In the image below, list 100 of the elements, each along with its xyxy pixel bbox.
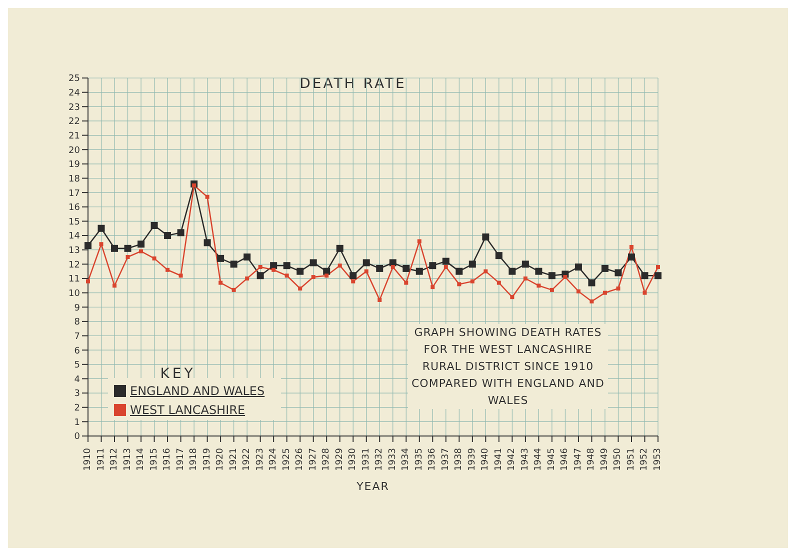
y-tick-label: 21 (68, 131, 80, 142)
x-tick-label: 1924 (268, 448, 279, 471)
point (324, 274, 329, 278)
point (628, 254, 635, 260)
point (378, 298, 382, 302)
y-tick-label: 9 (74, 303, 80, 314)
x-tick-label: 1915 (149, 448, 160, 471)
x-tick-label: 1940 (480, 448, 491, 471)
x-tick-label: 1950 (613, 448, 624, 471)
y-tick-label: 24 (68, 88, 80, 99)
x-tick-label: 1923 (255, 448, 266, 471)
point (563, 275, 568, 280)
point (588, 279, 596, 286)
point (574, 264, 582, 271)
x-tick-label: 1948 (586, 448, 597, 471)
x-tick-label: 1942 (507, 448, 518, 471)
point (364, 269, 368, 274)
point (416, 268, 423, 275)
point (390, 265, 395, 270)
y-tick-label: 5 (74, 360, 80, 371)
point (468, 260, 476, 268)
point (258, 265, 262, 270)
point (150, 222, 158, 229)
point (508, 268, 516, 275)
x-tick-label: 1922 (242, 448, 252, 471)
point (404, 280, 408, 285)
chart-title: DEATH RATE (300, 76, 406, 92)
point (470, 279, 474, 284)
legend-title: KEY (160, 366, 196, 382)
point (536, 284, 541, 288)
point (283, 262, 290, 270)
x-tick-label: 1925 (282, 448, 292, 471)
x-tick-label: 1918 (189, 448, 200, 471)
y-tick-label: 14 (68, 232, 80, 242)
point (298, 286, 302, 291)
point (166, 268, 170, 272)
x-tick-label: 1946 (560, 448, 570, 471)
point (98, 224, 105, 232)
x-tick-label: 1910 (83, 448, 93, 471)
point (601, 264, 608, 272)
y-tick-label: 25 (68, 74, 80, 84)
y-tick-label: 3 (74, 389, 80, 400)
point (270, 262, 278, 270)
y-tick-label: 8 (74, 318, 80, 328)
x-tick-label: 1939 (467, 448, 478, 471)
x-tick-label: 1926 (295, 448, 306, 471)
x-axis-title: YEAR (356, 480, 390, 493)
point (124, 244, 132, 252)
point (576, 289, 580, 294)
x-tick-label: 1934 (401, 448, 412, 471)
x-tick-label: 1920 (216, 448, 226, 471)
x-tick-label: 1949 (600, 448, 610, 471)
point (442, 258, 450, 265)
point (138, 240, 145, 248)
y-tick-label: 1 (74, 418, 80, 428)
y-tick-label: 4 (74, 374, 80, 385)
point (350, 272, 357, 280)
point (602, 290, 607, 295)
point (457, 282, 462, 286)
x-tick-label: 1933 (388, 448, 398, 471)
x-tick-label: 1913 (122, 448, 133, 471)
point (430, 285, 435, 290)
x-tick-label: 1929 (334, 448, 345, 471)
x-tick-label: 1911 (96, 448, 106, 471)
y-tick-label: 23 (68, 102, 80, 113)
x-tick-label: 1944 (534, 448, 544, 471)
y-tick-label: 16 (68, 203, 80, 214)
x-tick-label: 1938 (454, 448, 464, 471)
point (111, 244, 118, 252)
point (245, 276, 250, 280)
point (204, 239, 211, 246)
annotation: GRAPH SHOWING DEATH RATES FOR THE WEST LANCASHIRE RURAL DISTRICT SINCE 1910 COMPARED WITH ENGLAND AND WALES (408, 324, 608, 409)
point (230, 260, 238, 268)
point (338, 264, 342, 268)
x-tick-label: 1945 (546, 448, 557, 471)
point (178, 274, 183, 278)
point (152, 256, 156, 260)
x-tick-label: 1941 (494, 448, 504, 471)
x-tick-label: 1952 (640, 448, 650, 471)
point (495, 252, 502, 260)
point (522, 260, 529, 268)
point (656, 265, 660, 270)
point (376, 264, 384, 272)
point (496, 280, 501, 285)
y-tick-label: 0 (74, 432, 80, 442)
point (616, 286, 620, 291)
point (86, 279, 90, 284)
point (218, 280, 223, 285)
x-tick-label: 1947 (573, 448, 584, 471)
point (112, 284, 117, 288)
point (232, 288, 236, 292)
x-tick-label: 1917 (176, 448, 186, 471)
x-tick-label: 1943 (520, 448, 530, 471)
point (351, 279, 356, 284)
point (523, 276, 528, 280)
y-tick-label: 6 (74, 346, 80, 356)
point (535, 268, 542, 275)
point (654, 272, 662, 280)
point (590, 299, 594, 304)
y-tick-label: 11 (68, 274, 80, 285)
